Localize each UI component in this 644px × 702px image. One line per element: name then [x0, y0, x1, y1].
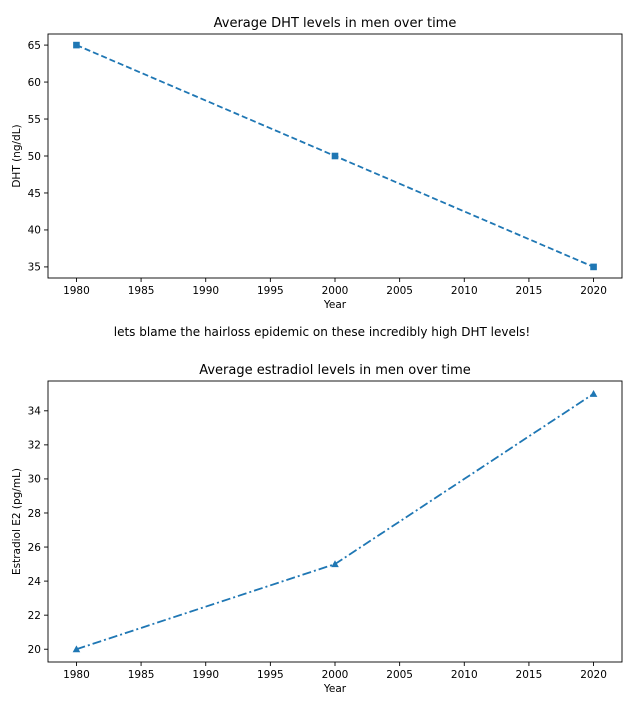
estradiol-x-tick-label: 2010	[451, 669, 478, 681]
dht-x-tick-label: 2015	[516, 285, 543, 297]
dht-x-tick-label: 2010	[451, 285, 478, 297]
estradiol-x-tick-label: 2000	[322, 669, 349, 681]
estradiol-y-tick-label: 26	[28, 542, 42, 554]
dht-x-tick-label: 2005	[386, 285, 413, 297]
estradiol-y-tick-label: 28	[28, 508, 41, 520]
dht-y-tick-label: 35	[28, 262, 41, 274]
dht-y-tick-label: 40	[28, 225, 41, 237]
dht-x-tick-label: 1990	[192, 285, 219, 297]
dht-y-tick-label: 55	[28, 114, 41, 126]
estradiol-y-tick-label: 20	[28, 644, 41, 656]
estradiol-y-axis-label: Estradiol E2 (pg/mL)	[11, 468, 23, 575]
dht-data-point	[331, 152, 339, 160]
dht-x-tick-label: 2020	[580, 285, 607, 297]
estradiol-series-line	[76, 393, 595, 651]
dht-y-tick-label: 65	[28, 40, 41, 52]
estradiol-x-tick-label: 1985	[128, 669, 155, 681]
dht-y-tick-label: 60	[28, 77, 41, 89]
estradiol-x-tick-label: 2005	[386, 669, 413, 681]
estradiol-data-point	[72, 645, 81, 653]
estradiol-y-tick-label: 22	[28, 610, 41, 622]
estradiol-y-tick-label: 30	[28, 474, 41, 486]
dht-data-point	[73, 41, 80, 49]
estradiol-x-tick-label: 1995	[257, 669, 284, 681]
estradiol-x-tick-label: 2020	[580, 669, 607, 681]
estradiol-chart-title: Average estradiol levels in men over tim…	[199, 363, 471, 378]
dht-x-axis-label: Year	[323, 299, 347, 311]
estradiol-y-tick-label: 34	[28, 406, 42, 418]
dht-y-axis-label: DHT (ng/dL)	[11, 124, 23, 187]
estradiol-data-point	[331, 560, 339, 568]
dht-x-tick-label: 1985	[128, 285, 155, 297]
estradiol-y-tick-label: 24	[28, 576, 42, 588]
dht-chart-title: Average DHT levels in men over time	[214, 16, 457, 31]
estradiol-x-axis-label: Year	[323, 683, 347, 695]
dht-chart: Average DHT levels in men over time 1980 1…	[11, 16, 623, 311]
dht-data-point	[590, 263, 597, 271]
dht-x-tick-label: 1980	[63, 285, 90, 297]
dht-x-tick-label: 1995	[257, 285, 284, 297]
dht-x-tick-label: 2000	[322, 285, 349, 297]
estradiol-x-tick-label: 2015	[516, 669, 543, 681]
estradiol-plot-frame	[47, 380, 623, 663]
dht-y-tick-label: 50	[28, 151, 41, 163]
estradiol-y-tick-label: 32	[28, 440, 41, 452]
estradiol-data-point	[589, 389, 598, 397]
dht-y-tick-label: 45	[28, 188, 41, 200]
figure-caption: lets blame the hairloss epidemic on thes…	[113, 325, 531, 339]
estradiol-x-tick-label: 1980	[63, 669, 90, 681]
estradiol-chart: Average estradiol levels in men over tim…	[11, 363, 623, 695]
estradiol-x-tick-label: 1990	[192, 669, 219, 681]
